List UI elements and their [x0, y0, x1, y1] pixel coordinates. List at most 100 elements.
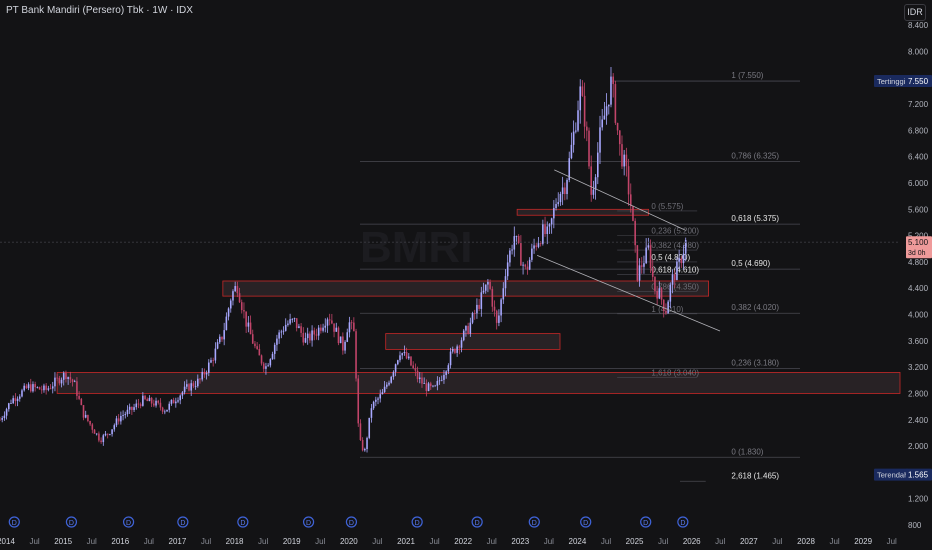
candle-body [520, 243, 522, 266]
candle-body [131, 406, 133, 411]
y-tick-label: 8.000 [908, 47, 929, 56]
candle-body [381, 392, 384, 395]
candle-body [522, 264, 524, 266]
candle-body [429, 383, 432, 387]
dividend-marker-label: D [69, 520, 74, 527]
candle-body [548, 224, 551, 227]
dividend-marker-label: D [306, 520, 311, 527]
candle-body [654, 276, 656, 291]
candle-body [54, 377, 56, 387]
candle-body [306, 333, 309, 339]
candle-body [93, 429, 96, 434]
candle-body [331, 320, 333, 324]
dividend-marker [411, 516, 423, 528]
candle-body [161, 407, 164, 412]
high-badge-value-bg [906, 75, 932, 88]
candle-body [267, 365, 269, 367]
candle-body [476, 304, 478, 314]
x-tick-label: Jul [715, 537, 725, 546]
x-tick-label: 2016 [111, 537, 129, 546]
candle-body [25, 385, 28, 389]
candle-body [284, 324, 287, 331]
candle-body [311, 330, 313, 341]
dividend-marker [528, 516, 540, 528]
high-badge-value: 7.550 [908, 77, 929, 86]
candle-body [49, 388, 52, 390]
candle-body [186, 384, 188, 387]
price-axis: 8.4008.0007.6007.2006.8006.4006.0005.600… [908, 21, 929, 530]
inner-fib-label-0: 0 (5.575) [651, 202, 683, 211]
candle-body [111, 429, 113, 435]
candle-body [370, 408, 373, 418]
candle-body [276, 338, 278, 345]
candle-body [170, 399, 173, 404]
candle-body [467, 325, 469, 334]
candle-body [684, 240, 687, 254]
y-tick-label: 4.000 [908, 311, 929, 320]
price-candles [0, 67, 687, 453]
candle-body [416, 370, 419, 379]
candle-body [449, 351, 452, 366]
candle-body [324, 325, 327, 328]
candle-body [680, 258, 683, 264]
candle-body [76, 381, 78, 396]
candle-body [583, 95, 586, 127]
candle-body [651, 267, 654, 277]
dividend-marker-label: D [532, 520, 537, 527]
candle-body [377, 398, 379, 400]
dividend-marker [471, 516, 483, 528]
candle-body [148, 397, 151, 402]
candle-body [546, 226, 549, 235]
candle-body [166, 409, 168, 412]
candle-body [47, 388, 50, 390]
candle-body [504, 276, 507, 289]
candle-body [282, 330, 285, 332]
trend-line-0 [554, 169, 686, 231]
fib-label-7: 2,618 (1.465) [731, 471, 779, 480]
candle-body [555, 204, 557, 209]
candle-body [269, 359, 272, 366]
candle-body [649, 245, 652, 268]
candle-body [418, 377, 421, 379]
candle-body [599, 127, 601, 153]
candle-body [258, 348, 261, 356]
x-tick-label: 2018 [226, 537, 244, 546]
candle-body [159, 402, 162, 408]
candle-body [673, 274, 676, 281]
candle-body [386, 384, 388, 387]
currency-button[interactable]: IDR [904, 4, 926, 21]
candle-body [399, 355, 401, 361]
candle-body [533, 245, 535, 249]
candle-body [300, 326, 302, 333]
candle-body [559, 193, 562, 203]
y-tick-label: 4.400 [908, 284, 929, 293]
candle-body [188, 384, 190, 391]
y-tick-label: 4.800 [908, 258, 929, 267]
x-tick-label: Jul [372, 537, 382, 546]
candle-body [29, 384, 32, 392]
candle-body [678, 258, 680, 262]
candle-body [614, 84, 617, 123]
candle-body [658, 288, 661, 299]
candle-body [18, 396, 21, 399]
x-tick-label: Jul [601, 537, 611, 546]
candle-body [95, 433, 98, 435]
candle-body [51, 386, 54, 389]
candle-body [153, 403, 155, 406]
dividend-marker-label: D [415, 520, 420, 527]
candle-body [337, 327, 340, 344]
candle-body [473, 313, 476, 314]
candle-body [355, 331, 357, 379]
candle-body [87, 414, 89, 421]
candle-body [313, 330, 316, 335]
dividend-marker [345, 516, 358, 528]
candle-body [621, 144, 623, 167]
candle-body [236, 286, 239, 294]
candle-body [339, 336, 342, 344]
trend-line-1 [536, 254, 721, 332]
candle-body [7, 403, 10, 410]
candle-body [509, 250, 511, 263]
candle-body [56, 377, 58, 379]
candle-body [317, 327, 320, 336]
